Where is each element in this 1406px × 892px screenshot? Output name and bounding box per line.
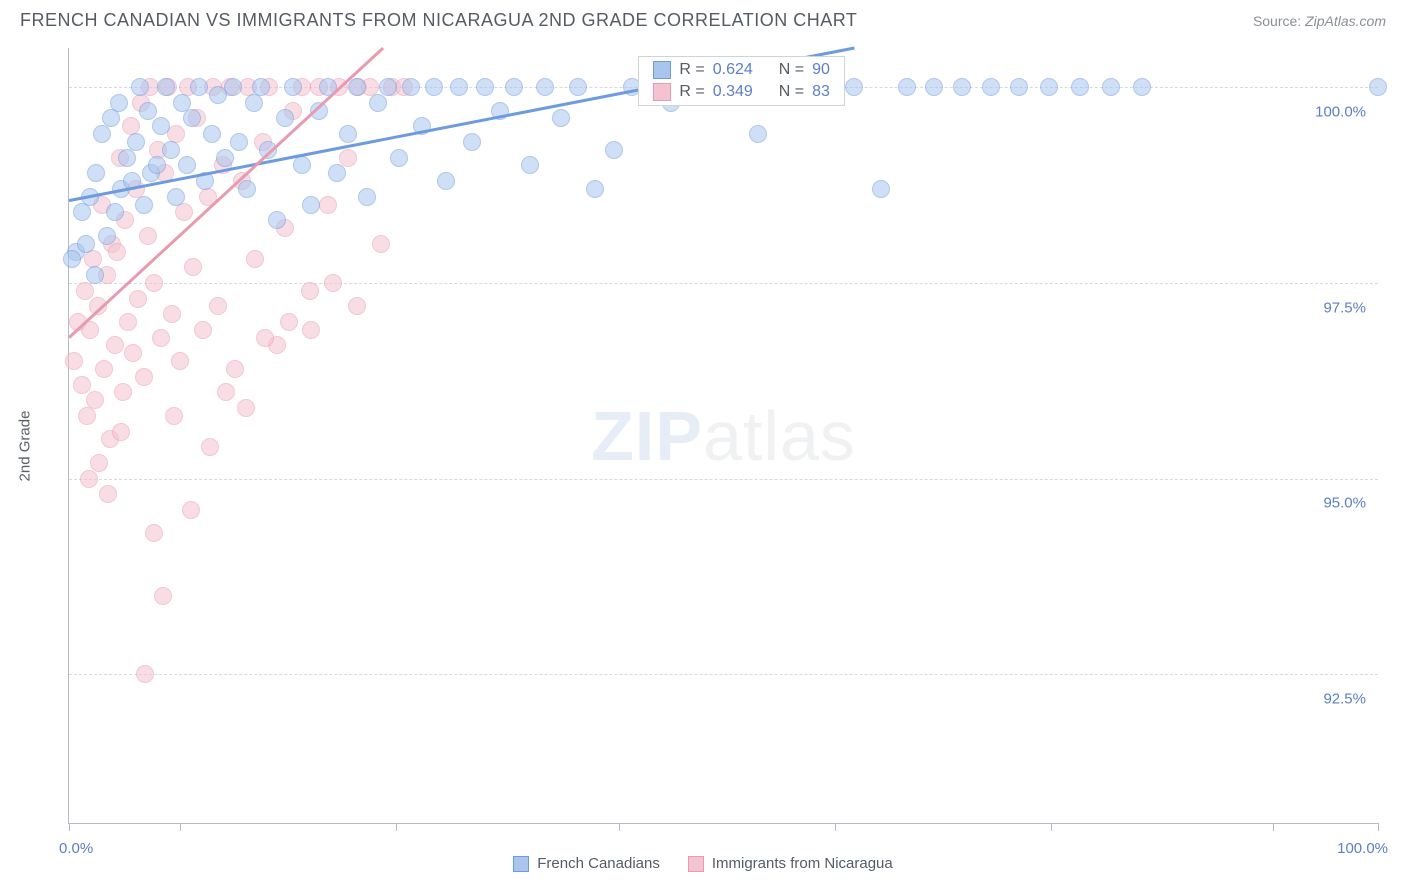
xtick — [619, 823, 620, 831]
trendlines-svg — [69, 48, 1378, 823]
chart-source: Source: ZipAtlas.com — [1253, 13, 1386, 29]
legend-stats-row: R = 0.349 N = 83 — [639, 81, 844, 103]
legend-swatch — [513, 856, 529, 872]
legend-n-value: 83 — [812, 83, 830, 101]
legend-swatch — [688, 856, 704, 872]
legend-item: Immigrants from Nicaragua — [688, 855, 893, 872]
xtick — [1051, 823, 1052, 831]
legend-r-label: R = — [679, 83, 704, 101]
xtick — [180, 823, 181, 831]
y-axis-label: 2nd Grade — [17, 411, 34, 482]
xtick — [69, 823, 70, 831]
xtick — [835, 823, 836, 831]
legend-bottom: French Canadians Immigrants from Nicaragu… — [0, 855, 1406, 872]
source-prefix: Source: — [1253, 13, 1305, 29]
legend-label: French Canadians — [537, 855, 660, 872]
xtick — [1273, 823, 1274, 831]
legend-swatch — [653, 61, 671, 79]
legend-r-value: 0.349 — [713, 83, 753, 101]
legend-n-label: N = — [779, 61, 804, 79]
source-link[interactable]: ZipAtlas.com — [1305, 13, 1386, 29]
legend-label: Immigrants from Nicaragua — [712, 855, 893, 872]
chart-title: FRENCH CANADIAN VS IMMIGRANTS FROM NICAR… — [20, 10, 857, 31]
legend-stats: R = 0.624 N = 90 R = 0.349 N = 83 — [638, 56, 845, 106]
legend-swatch — [653, 83, 671, 101]
xtick — [1378, 823, 1379, 831]
legend-r-value: 0.624 — [713, 61, 753, 79]
legend-stats-row: R = 0.624 N = 90 — [639, 59, 844, 81]
plot-area-wrap: ZIPatlas 92.5%95.0%97.5%100.0%0.0%100.0%… — [68, 48, 1378, 824]
legend-item: French Canadians — [513, 855, 660, 872]
chart-header: FRENCH CANADIAN VS IMMIGRANTS FROM NICAR… — [0, 0, 1406, 41]
legend-n-label: N = — [779, 83, 804, 101]
xtick — [396, 823, 397, 831]
plot-area: ZIPatlas 92.5%95.0%97.5%100.0%0.0%100.0%… — [68, 48, 1378, 824]
legend-n-value: 90 — [812, 61, 830, 79]
legend-r-label: R = — [679, 61, 704, 79]
